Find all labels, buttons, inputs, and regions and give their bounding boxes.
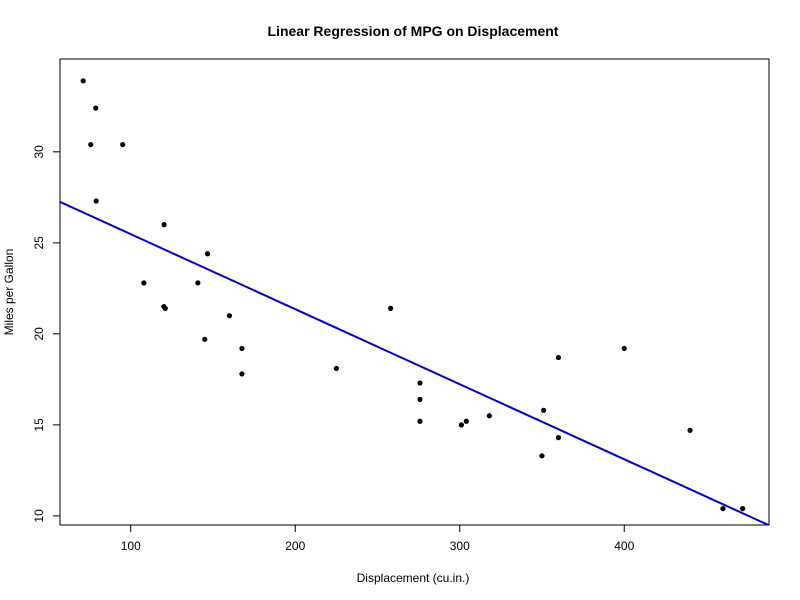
data-point [539, 453, 545, 459]
data-point [88, 141, 94, 148]
data-point [388, 305, 394, 311]
data-point [141, 280, 147, 286]
data-point [486, 413, 492, 419]
data-point [555, 354, 562, 361]
data-point [226, 313, 233, 319]
data-point [202, 336, 208, 342]
data-point [463, 418, 469, 424]
data-point [161, 222, 167, 228]
y-tick-label: 30 [32, 145, 46, 159]
data-point [720, 506, 726, 512]
data-point [687, 427, 693, 433]
data-point [80, 78, 86, 84]
data-point [458, 422, 464, 428]
y-tick-label: 10 [32, 509, 46, 523]
data-point [120, 141, 126, 148]
data-point [333, 365, 339, 372]
data-point [621, 345, 627, 352]
y-axis-label: Miles per Gallon [2, 249, 16, 336]
plot-area: 100 200 300 400 10 15 20 25 30 [32, 58, 770, 553]
data-point [93, 198, 99, 204]
x-tick-label: 300 [450, 539, 470, 553]
chart-title: Linear Regression of MPG on Displacement [268, 23, 559, 39]
data-point [239, 371, 245, 377]
data-point [541, 407, 547, 413]
data-point [417, 380, 423, 386]
x-axis-label: Displacement (cu.in.) [357, 571, 470, 585]
data-point [417, 396, 423, 402]
plot-frame [59, 58, 770, 526]
x-tick-label: 200 [285, 539, 305, 553]
data-point [195, 280, 201, 286]
y-tick-label: 15 [32, 418, 46, 432]
data-point [555, 435, 562, 441]
x-tick-label: 400 [614, 539, 634, 553]
x-tick-label: 100 [121, 539, 141, 553]
data-point [239, 345, 245, 352]
y-tick-label: 25 [32, 236, 46, 250]
data-point [740, 506, 746, 512]
regression-line [60, 200, 769, 525]
data-point [93, 105, 99, 111]
data-point [204, 251, 211, 257]
y-tick-label: 20 [32, 327, 46, 341]
data-point [417, 418, 423, 424]
data-point [162, 305, 168, 311]
